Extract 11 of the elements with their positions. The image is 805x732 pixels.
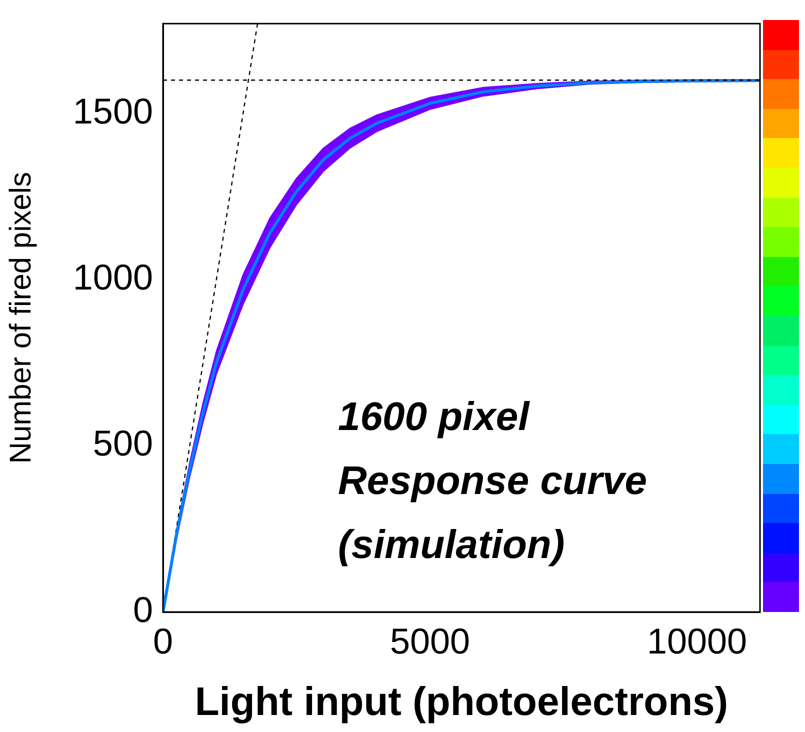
x-tick-label: 10000 — [646, 620, 748, 662]
annotation: (simulation) — [338, 523, 565, 567]
y-tick-label: 0 — [132, 588, 153, 630]
y-tick-label: 1000 — [72, 256, 153, 298]
x-axis-title: Light input (photoelectrons) — [194, 680, 728, 724]
y-tick-label: 1500 — [72, 90, 153, 132]
annotation: Response curve — [338, 459, 648, 503]
x-tick-label: 5000 — [390, 620, 470, 662]
y-axis-title: Number of fired pixels — [4, 172, 38, 464]
y-tick-label: 500 — [92, 422, 153, 464]
annotation: 1600 pixel — [338, 395, 530, 439]
